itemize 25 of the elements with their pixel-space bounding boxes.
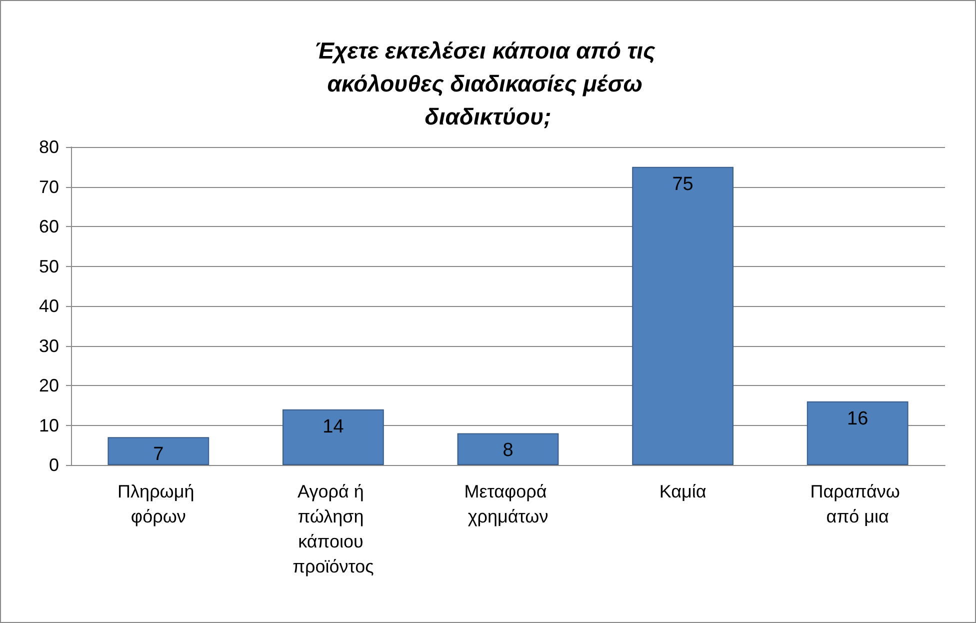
y-tick-label: 0 (48, 455, 59, 475)
x-tick-label: Μεταφορά χρημάτων (464, 482, 552, 526)
bar (632, 166, 734, 465)
data-label: 16 (847, 408, 868, 430)
x-tick-label: Καμία (659, 482, 706, 502)
data-label: 7 (153, 444, 164, 466)
bar (108, 437, 210, 465)
x-tick-label: Παραπάνω από μια (810, 482, 905, 526)
y-tick-label: 80 (38, 137, 59, 157)
y-tick-label: 40 (38, 296, 59, 316)
x-tick-label: Πληρωμή φόρων (118, 482, 200, 526)
chart-title: Έχετε εκτελέσει κάποια από τις ακόλουθες διαδικασίες μέσω διαδικτύου; (314, 38, 662, 130)
data-label: 8 (502, 440, 514, 462)
bar (806, 401, 908, 465)
y-tick-label: 30 (38, 336, 59, 356)
y-tick-label: 10 (38, 415, 59, 436)
data-label: 14 (322, 416, 344, 438)
y-tick-label: 70 (38, 176, 59, 197)
y-tick-label: 20 (38, 376, 59, 396)
bar (457, 433, 559, 465)
data-label: 75 (672, 174, 694, 195)
bar (282, 409, 384, 465)
y-tick-label: 50 (38, 256, 59, 276)
y-tick-label: 60 (38, 216, 59, 236)
x-tick-label: Αγορά ή πώληση κάποιου προϊόντος (292, 482, 374, 576)
